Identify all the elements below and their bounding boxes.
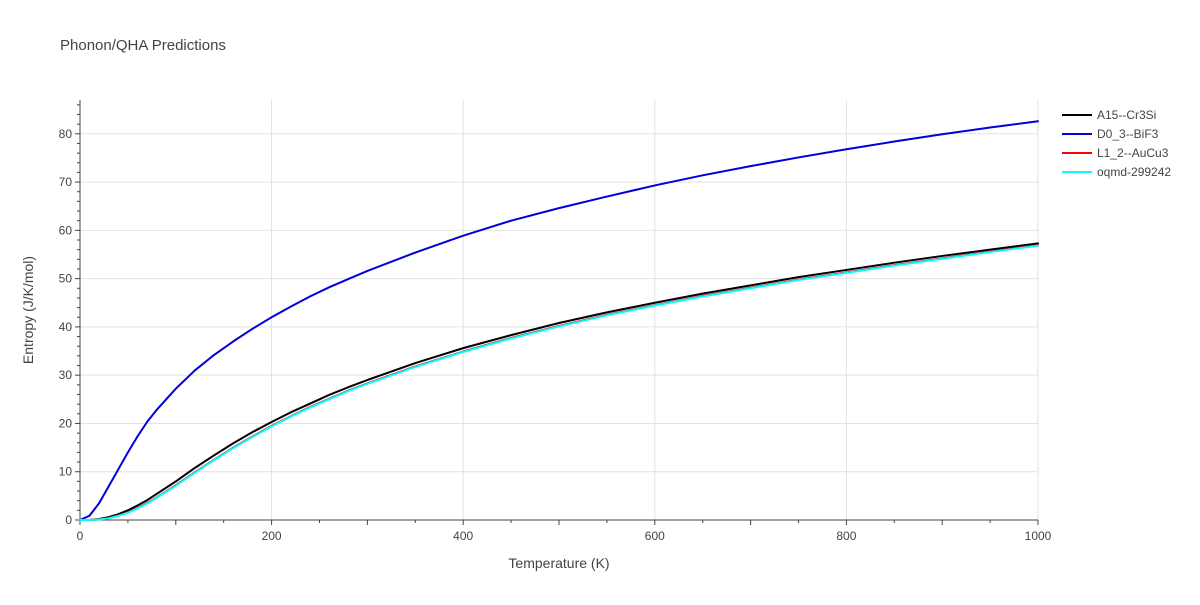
legend-label: A15--Cr3Si	[1097, 108, 1156, 122]
x-tick-label: 1000	[1025, 529, 1052, 543]
y-tick-label: 50	[59, 272, 73, 286]
x-tick-label: 0	[77, 529, 84, 543]
grid-lines	[80, 100, 1039, 520]
legend-label: oqmd-299242	[1097, 165, 1171, 179]
series-line-1	[79, 120, 1039, 521]
axes: 0 200 400 600 800 1000 0 10 20 30 40 50 60 70 80	[59, 100, 1052, 543]
x-tick-label: 200	[262, 529, 282, 543]
legend-item[interactable]: L1_2--AuCu3	[1062, 146, 1169, 160]
legend[interactable]: A15--Cr3Si D0_3--BiF3 L1_2--AuCu3 oqmd-2992…	[1062, 108, 1171, 179]
legend-label: D0_3--BiF3	[1097, 127, 1159, 141]
x-tick-label: 400	[453, 529, 473, 543]
y-tick-label: 40	[59, 320, 73, 334]
y-tick-label: 30	[59, 368, 73, 382]
series-line-3	[79, 244, 1039, 521]
y-tick-label: 60	[59, 223, 73, 237]
series-lines	[79, 120, 1039, 521]
series-line-2	[79, 244, 1039, 521]
x-tick-label: 600	[645, 529, 665, 543]
legend-item[interactable]: A15--Cr3Si	[1062, 108, 1156, 122]
x-axis-title: Temperature (K)	[508, 555, 609, 571]
x-tick-label: 800	[836, 529, 856, 543]
legend-label: L1_2--AuCu3	[1097, 146, 1169, 160]
chart-title: Phonon/QHA Predictions	[60, 37, 226, 54]
series-line-0	[79, 242, 1039, 521]
y-tick-label: 80	[59, 127, 73, 141]
y-tick-label: 70	[59, 175, 73, 189]
legend-item[interactable]: D0_3--BiF3	[1062, 127, 1159, 141]
y-tick-label: 20	[59, 416, 73, 430]
y-tick-label: 0	[65, 513, 72, 527]
legend-item[interactable]: oqmd-299242	[1062, 165, 1171, 179]
y-tick-label: 10	[59, 465, 73, 479]
y-axis-title: Entropy (J/K/mol)	[20, 256, 36, 364]
